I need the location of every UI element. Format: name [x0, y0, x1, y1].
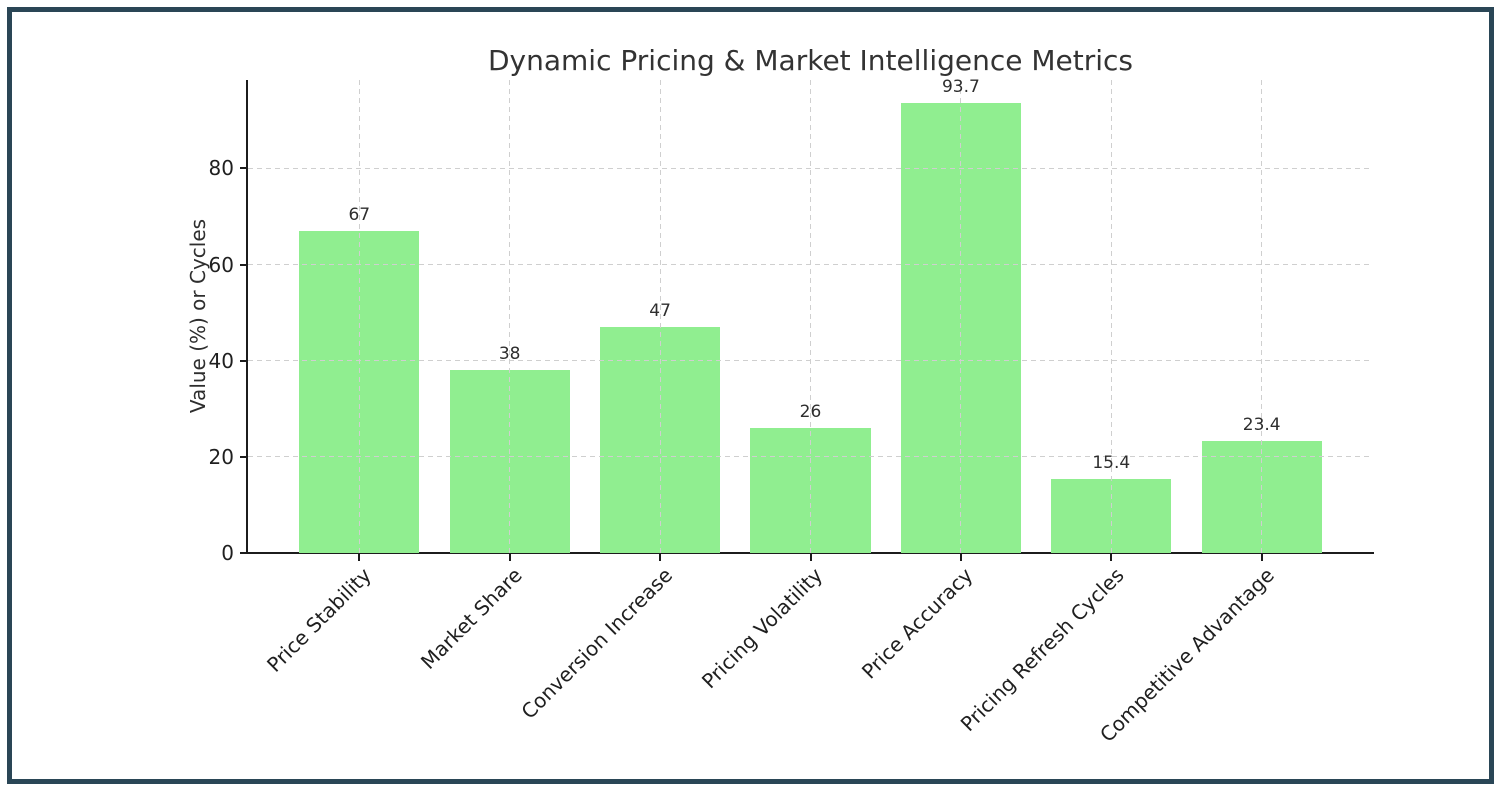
bar-value-label: 38 [498, 344, 521, 365]
x-tick-label: Conversion Increase [516, 563, 678, 724]
x-gridline [810, 80, 811, 553]
x-tick-mark [659, 553, 662, 561]
x-gridline [1261, 80, 1263, 553]
x-tick-label: Price Stability [262, 563, 377, 677]
chart-title: Dynamic Pricing & Market Intelligence Me… [488, 44, 1133, 77]
y-tick-label: 20 [208, 444, 234, 469]
x-tick-label: Market Share [415, 563, 527, 674]
bar-value-label: 93.7 [941, 76, 980, 97]
y-tick-label: 80 [208, 156, 234, 181]
x-tick-label: Price Accuracy [857, 563, 978, 684]
x-tick-mark [358, 553, 361, 561]
y-axis-label: Value (%) or Cycles [186, 218, 210, 414]
y-tick-mark [240, 263, 248, 266]
x-gridline [960, 80, 962, 553]
y-tick-label: 0 [221, 541, 234, 565]
window-frame [7, 7, 1494, 784]
x-gridline [1110, 80, 1112, 553]
x-tick-mark [1260, 553, 1263, 561]
bar-value-label: 23.4 [1242, 414, 1281, 435]
plot-area: 67 38 47 26 93.7 15.4 23.4 [248, 76, 1373, 553]
x-gridline [509, 80, 511, 553]
x-tick-label: Pricing Refresh Cycles [955, 563, 1129, 737]
bar-value-label: 47 [649, 301, 671, 322]
y-tick-mark [240, 455, 248, 458]
bar-value-label: 26 [799, 402, 822, 423]
bar-value-label: 67 [348, 204, 371, 225]
x-tick-label: Pricing Volatility [697, 563, 828, 694]
y-tick-mark [240, 359, 248, 362]
x-gridline [358, 80, 360, 553]
y-axis-spine [246, 80, 248, 554]
x-tick-mark [809, 553, 812, 561]
x-tick-label: Competitive Advantage [1094, 563, 1279, 747]
y-tick-mark [240, 552, 248, 554]
y-tick-label: 40 [208, 348, 234, 373]
y-tick-mark [240, 167, 248, 170]
x-tick-mark [1110, 553, 1113, 561]
bar-value-label: 15.4 [1092, 452, 1131, 473]
x-tick-mark [959, 553, 962, 561]
x-gridline [659, 80, 661, 553]
x-tick-mark [508, 553, 511, 561]
y-tick-label: 60 [208, 252, 234, 277]
